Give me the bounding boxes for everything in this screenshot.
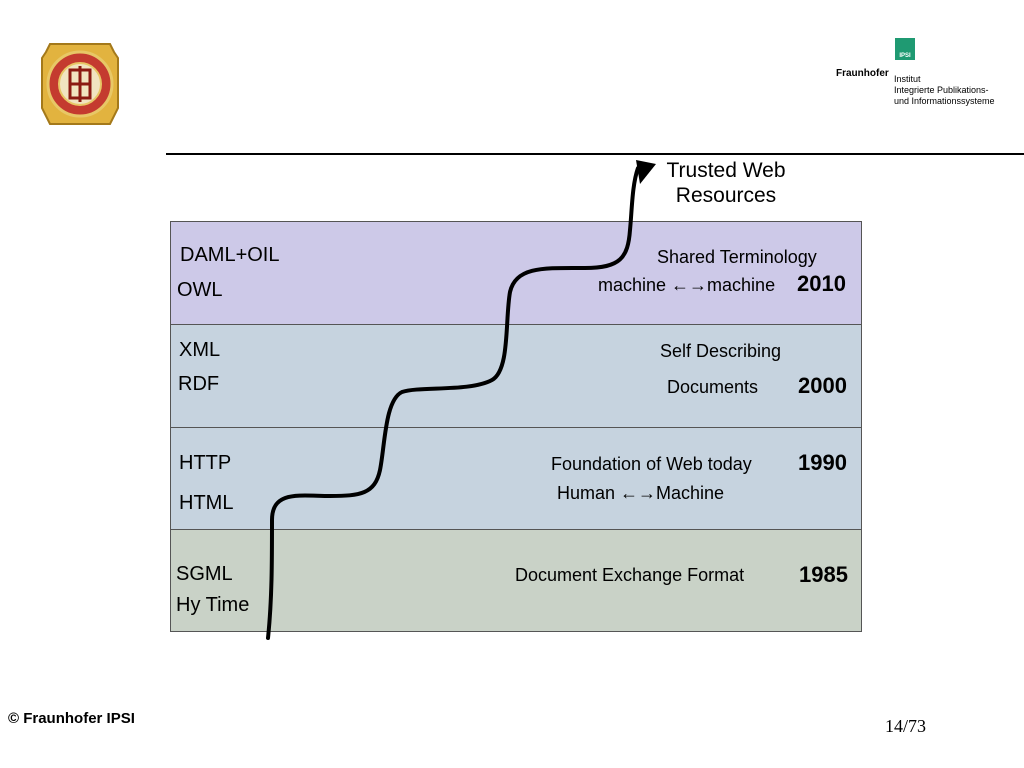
fraunhofer-name: Fraunhofer (836, 68, 889, 79)
year-label: 2010 (797, 271, 846, 296)
institute-line: Institut (894, 74, 921, 84)
institute-name: Institut Integrierte Publikations- und I… (894, 74, 995, 107)
fraunhofer-logo-icon: IPSI (895, 38, 915, 60)
band-description: Documents (667, 377, 759, 397)
tech-label: Hy Time (176, 594, 250, 616)
institute-line: Integrierte Publikations- (894, 85, 989, 95)
institute-line: und Informationssysteme (894, 96, 995, 106)
page-number: 14/73 (885, 716, 927, 736)
top-label-line: Trusted Web (666, 159, 786, 182)
year-label: 1990 (798, 450, 847, 475)
tech-label: HTTP (179, 452, 232, 474)
header-divider (166, 153, 1024, 155)
band-description: machine ←→machine (598, 275, 776, 295)
band-description: Document Exchange Format (515, 565, 745, 585)
tech-label: DAML+OIL (180, 244, 280, 266)
top-label-line: Resources (675, 184, 777, 207)
fraunhofer-logo: IPSI Fraunhofer Institut Integrierte Pub… (836, 38, 1006, 110)
tech-label: XML (179, 339, 221, 361)
year-label: 2000 (798, 373, 847, 398)
band-description: Self Describing (660, 341, 782, 361)
band-2010 (170, 221, 862, 325)
ipsi-box-label: IPSI (899, 53, 911, 59)
tech-label: RDF (178, 373, 220, 395)
tech-label: OWL (177, 279, 223, 301)
university-seal-icon (40, 38, 120, 130)
band-description: Human ←→Machine (557, 483, 725, 503)
band-1990 (170, 427, 862, 530)
band-2000 (170, 324, 862, 428)
tech-label: SGML (176, 563, 233, 585)
tech-label: HTML (179, 492, 234, 514)
band-description: Shared Terminology (657, 247, 817, 267)
year-label: 1985 (799, 562, 848, 587)
top-label: Trusted Web Resources (640, 158, 812, 208)
band-description: Foundation of Web today (551, 454, 752, 474)
copyright: © Fraunhofer IPSI (8, 710, 135, 727)
